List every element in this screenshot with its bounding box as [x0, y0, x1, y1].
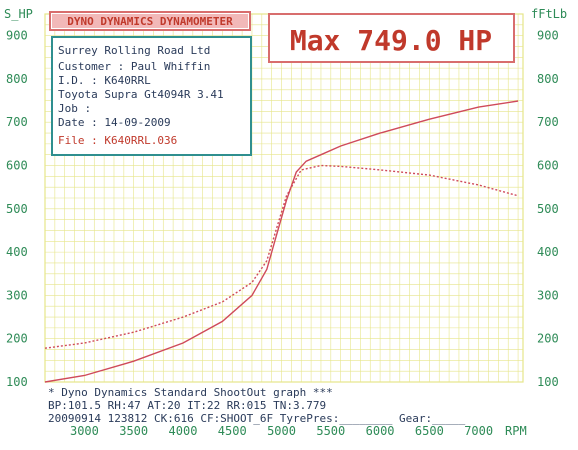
dyno-title: DYNO DYNAMICS DYNAMOMETER	[67, 15, 233, 28]
info-company: Surrey Rolling Road Ltd	[58, 44, 210, 57]
series	[44, 100, 519, 383]
x-tick-label: 4500	[218, 424, 247, 438]
info-customer: Customer : Paul Whiffin	[58, 60, 210, 73]
y-tick-label-right: 100	[537, 375, 559, 389]
tick-labels: 100 100 200 200 300 300 400 400 500 500 600 600 700 7…	[6, 29, 559, 438]
x-tick-label: 5500	[316, 424, 345, 438]
x-tick-label: 3500	[119, 424, 148, 438]
info-file: File : K640RRL.036	[58, 134, 177, 147]
x-axis-label: RPM	[505, 424, 527, 438]
y-tick-label-right: 200	[537, 332, 559, 346]
footer-text: * Dyno Dynamics Standard ShootOut graph …	[48, 386, 466, 425]
max-box: Max 749.0 HP	[268, 13, 515, 63]
x-tick-label: 5000	[267, 424, 296, 438]
x-tick-label: 6500	[415, 424, 444, 438]
y-tick-label-right: 600	[537, 159, 559, 173]
y-tick-label-left: 500	[6, 202, 28, 216]
footer-line-3: 20090914 123812 CK:616 CF:SHOOT_6F TyreP…	[48, 412, 466, 425]
y-tick-label-right: 400	[537, 245, 559, 259]
x-tick-label: 7000	[464, 424, 493, 438]
y-tick-label-right: 900	[537, 29, 559, 43]
footer-line-1: * Dyno Dynamics Standard ShootOut graph …	[48, 386, 333, 399]
info-vehicle: Toyota Supra Gt4094R 3.41	[58, 88, 224, 101]
info-box-frame	[51, 36, 252, 156]
info-date: Date : 14-09-2009	[58, 116, 171, 129]
y-tick-label-right: 800	[537, 72, 559, 86]
y-tick-label-right: 300	[537, 288, 559, 302]
y-tick-label-left: 900	[6, 29, 28, 43]
max-power-label: Max 749.0 HP	[290, 24, 492, 57]
y-tick-label-left: 700	[6, 115, 28, 129]
x-tick-label: 3000	[70, 424, 99, 438]
y-tick-label-right: 700	[537, 115, 559, 129]
y-axis-right-label: fFtLb	[531, 7, 567, 21]
y-tick-label-left: 200	[6, 332, 28, 346]
series-line-solid	[44, 100, 519, 383]
footer-line-2: BP:101.5 RH:47 AT:20 IT:22 RR:015 TN:3.7…	[48, 399, 326, 412]
y-tick-label-right: 500	[537, 202, 559, 216]
info-id: I.D. : K640RRL	[58, 74, 151, 87]
y-tick-label-left: 600	[6, 159, 28, 173]
y-axis-left-label: S_HP	[4, 7, 33, 21]
y-tick-label-left: 400	[6, 245, 28, 259]
series-line-dotted	[44, 164, 519, 349]
y-tick-label-left: 100	[6, 375, 28, 389]
y-tick-label-left: 300	[6, 288, 28, 302]
y-tick-label-left: 800	[6, 72, 28, 86]
x-tick-label: 6000	[366, 424, 395, 438]
info-box: Surrey Rolling Road Ltd Customer : Paul …	[51, 36, 252, 156]
header-title-fill	[52, 14, 248, 28]
info-job: Job :	[58, 102, 91, 115]
max-box-frame	[268, 13, 515, 63]
x-tick-label: 4000	[169, 424, 198, 438]
header-box: DYNO DYNAMICS DYNAMOMETER	[49, 11, 251, 31]
